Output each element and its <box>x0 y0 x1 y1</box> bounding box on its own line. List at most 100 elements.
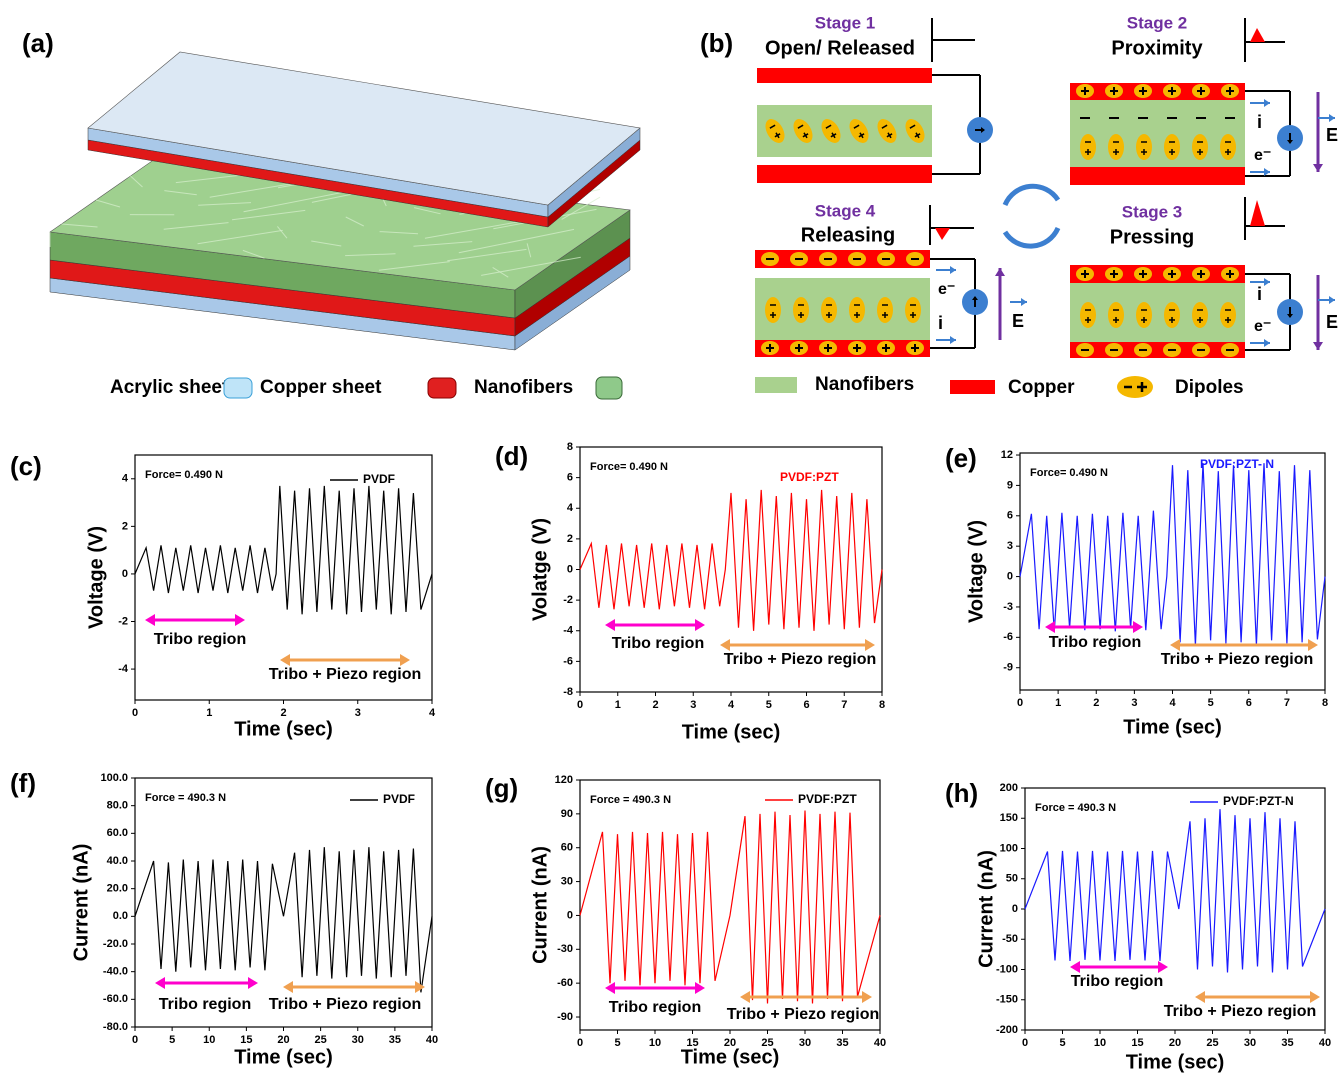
x-tick-label: 25 <box>1206 1037 1218 1049</box>
plot-frame <box>135 455 432 700</box>
x-tick-label: 40 <box>874 1037 886 1049</box>
y-tick-label: -150 <box>996 994 1018 1006</box>
chart: (h)0510152025303540-200-150-100-50050100… <box>945 778 1331 1073</box>
region-label: Tribo + Piezo region <box>724 651 876 668</box>
x-tick-label: 10 <box>649 1037 661 1049</box>
y-tick-label: -9 <box>1003 662 1013 674</box>
y-tick-label: 90 <box>561 808 573 820</box>
y-tick-label: -60.0 <box>103 993 128 1005</box>
current-arrowhead <box>1329 296 1335 304</box>
acrylic-icon <box>224 378 252 398</box>
cycle-arrow <box>1005 186 1058 205</box>
region-arrowhead <box>605 982 615 994</box>
label: E <box>1326 125 1338 145</box>
x-tick-label: 6 <box>1246 697 1252 709</box>
label: Stage 2 <box>1127 13 1187 32</box>
region-arrowhead <box>1070 961 1080 973</box>
dipole <box>1192 134 1208 160</box>
copper-bar <box>757 165 932 183</box>
force-annotation: Force = 490.3 N <box>1035 802 1116 814</box>
dipole-body <box>849 297 865 323</box>
signal-peak <box>1250 200 1265 226</box>
x-axis-label: Time (sec) <box>681 1046 780 1068</box>
region-label: Tribo + Piezo region <box>269 996 421 1013</box>
dipole <box>849 297 865 323</box>
panel-label: (b) <box>700 28 733 58</box>
x-tick-label: 5 <box>1208 697 1214 709</box>
x-tick-label: 0 <box>1022 1037 1028 1049</box>
force-annotation: Force= 0.490 N <box>1030 467 1108 479</box>
x-tick-label: 2 <box>1093 697 1099 709</box>
dipole-icon <box>1117 376 1153 398</box>
copper-swatch <box>950 380 995 394</box>
dipole <box>1136 134 1152 160</box>
x-tick-label: 5 <box>169 1034 175 1046</box>
x-tick-label: 35 <box>836 1037 848 1049</box>
legend-text: PVDF <box>383 792 415 806</box>
y-tick-label: 0 <box>1012 903 1018 915</box>
label: Pressing <box>1110 226 1194 248</box>
x-tick-label: 35 <box>1281 1037 1293 1049</box>
y-tick-label: 20.0 <box>107 883 128 895</box>
mechanism-schematic: Stage 1Open/ ReleasedStage 2Proximityie⁻… <box>755 13 1338 358</box>
legend-text: Acrylic sheet <box>110 377 229 398</box>
x-tick-label: 3 <box>355 707 361 719</box>
region-label: Tribo + Piezo region <box>727 1006 879 1023</box>
signal-line <box>580 490 882 631</box>
y-tick-label: -50 <box>1002 933 1018 945</box>
region-arrowhead <box>720 639 730 651</box>
region-arrowhead <box>248 977 258 989</box>
current-arrowhead <box>1264 278 1270 286</box>
x-tick-label: 1 <box>615 699 621 711</box>
plot-frame <box>135 778 432 1027</box>
legend-text: PVDF <box>363 472 395 486</box>
x-axis-label: Time (sec) <box>234 1046 333 1068</box>
label: e⁻ <box>1254 318 1271 335</box>
copper-bar <box>755 250 930 268</box>
y-tick-label: 50 <box>1006 873 1018 885</box>
panel-label: (c) <box>10 451 42 481</box>
x-tick-label: 6 <box>803 699 809 711</box>
signal-line <box>1020 463 1325 645</box>
legend-a: Acrylic sheet Copper sheet Nanofibers <box>110 377 622 399</box>
x-tick-label: 1 <box>206 707 212 719</box>
y-tick-label: -40.0 <box>103 966 128 978</box>
legend-text: PVDF:PZT <box>798 792 857 806</box>
nanofiber-layer <box>1070 283 1245 342</box>
x-tick-label: 7 <box>1284 697 1290 709</box>
legend-text: Copper sheet <box>260 377 382 398</box>
y-tick-label: -2 <box>563 594 573 606</box>
label: Releasing <box>801 224 895 246</box>
label: E <box>1326 312 1338 332</box>
signal-peak <box>1250 28 1265 42</box>
nanofiber-icon <box>596 377 622 399</box>
dipole <box>765 297 781 323</box>
x-tick-label: 20 <box>1169 1037 1181 1049</box>
region-label: Tribo region <box>1049 634 1141 651</box>
signal-peak <box>935 228 950 240</box>
region-label: Tribo region <box>609 999 701 1016</box>
dipole <box>1220 302 1236 328</box>
force-annotation: Force = 490.3 N <box>145 792 226 804</box>
legend-text: Dipoles <box>1175 377 1244 398</box>
region-arrowhead <box>235 614 245 626</box>
x-tick-label: 0 <box>1017 697 1023 709</box>
copper-bar <box>757 68 932 83</box>
dipole-body <box>1164 134 1180 160</box>
x-tick-label: 3 <box>690 699 696 711</box>
label: Open/ Released <box>765 37 915 59</box>
region-arrowhead <box>145 614 155 626</box>
region-arrowhead <box>865 639 875 651</box>
dipole-body <box>905 297 921 323</box>
legend-text: Nanofibers <box>474 377 573 398</box>
region-arrowhead <box>695 982 705 994</box>
dipole-body <box>1136 134 1152 160</box>
label: Stage 3 <box>1122 202 1182 221</box>
nanofiber-layer <box>755 278 930 340</box>
y-axis-label: Voltage (V) <box>85 526 107 629</box>
x-tick-label: 5 <box>614 1037 620 1049</box>
x-tick-label: 7 <box>841 699 847 711</box>
x-tick-label: 0 <box>132 707 138 719</box>
legend-text: Copper <box>1008 377 1075 398</box>
x-tick-label: 5 <box>766 699 772 711</box>
